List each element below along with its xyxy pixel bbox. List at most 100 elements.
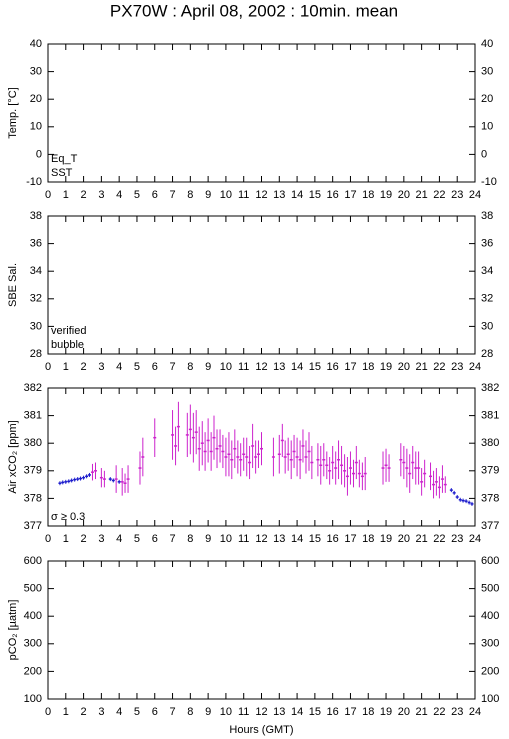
x-tick-label: 11	[238, 706, 249, 718]
x-tick-label: 17	[344, 533, 356, 545]
y-tick-label: 36	[481, 238, 493, 250]
x-tick-label: 5	[134, 361, 140, 373]
y-tick-label: 10	[481, 121, 493, 133]
x-tick-label: 8	[187, 361, 193, 373]
x-tick-label: 22	[433, 706, 445, 718]
x-tick-label: 13	[273, 189, 285, 201]
x-tick-label: 23	[451, 361, 463, 373]
x-tick-label: 22	[433, 533, 445, 545]
x-tick-label: 18	[362, 189, 374, 201]
y-tick-label: 379	[24, 465, 42, 477]
x-tick-label: 0	[45, 706, 51, 718]
y-tick-label: 20	[30, 93, 42, 105]
y-tick-label: 378	[24, 492, 42, 504]
x-tick-label: 7	[169, 189, 175, 201]
x-tick-label: 3	[98, 706, 104, 718]
y-tick-label: 400	[481, 610, 499, 622]
x-tick-label: 24	[469, 189, 481, 201]
x-tick-label: 12	[255, 533, 267, 545]
y-tick-label: 40	[30, 38, 42, 50]
x-tick-label: 9	[205, 189, 211, 201]
x-tick-label: 1	[63, 361, 69, 373]
y-tick-label: 34	[481, 265, 493, 277]
x-tick-label: 1	[63, 706, 69, 718]
x-tick-label: 23	[451, 706, 463, 718]
x-tick-label: 14	[291, 706, 303, 718]
x-tick-label: 20	[398, 706, 410, 718]
x-tick-label: 11	[238, 533, 249, 545]
y-tick-label: 30	[30, 320, 42, 332]
x-tick-label: 4	[116, 189, 122, 201]
y-tick-label: 28	[30, 348, 42, 360]
x-tick-label: 24	[469, 361, 481, 373]
x-tick-label: 0	[45, 189, 51, 201]
y-tick-label: 600	[24, 555, 42, 567]
legend-label: bubble	[51, 339, 84, 351]
x-tick-label: 21	[416, 533, 428, 545]
x-tick-label: 15	[309, 361, 321, 373]
x-tick-label: 5	[134, 189, 140, 201]
y-tick-label: -10	[481, 176, 497, 188]
legend-label: σ ≥ 0.3	[51, 511, 85, 523]
x-tick-label: 18	[362, 706, 374, 718]
y-tick-label: 500	[24, 583, 42, 595]
x-tick-label: 16	[327, 189, 339, 201]
y-tick-label: 500	[481, 583, 499, 595]
legend-label: verified	[51, 325, 86, 337]
y-tick-label: 28	[481, 348, 493, 360]
x-tick-label: 20	[398, 189, 410, 201]
y-tick-label: 32	[481, 293, 493, 305]
x-tick-label: 20	[398, 361, 410, 373]
x-tick-label: 7	[169, 533, 175, 545]
x-tick-label: 13	[273, 706, 285, 718]
y-tick-label: 382	[24, 382, 42, 394]
legend-label: Eq_T	[51, 153, 78, 165]
x-tick-label: 10	[220, 361, 232, 373]
x-tick-label: 4	[116, 533, 122, 545]
x-tick-label: 23	[451, 189, 463, 201]
x-axis-label: Hours (GMT)	[229, 724, 293, 736]
x-tick-label: 11	[238, 189, 249, 201]
y-tick-label: 377	[481, 520, 499, 532]
x-tick-label: 22	[433, 361, 445, 373]
y-tick-label: 38	[481, 210, 493, 222]
y-tick-label: 200	[24, 665, 42, 677]
x-tick-label: 5	[134, 533, 140, 545]
x-tick-label: 12	[255, 189, 267, 201]
x-tick-label: 1	[63, 189, 69, 201]
y-tick-label: 600	[481, 555, 499, 567]
y-tick-label: 100	[481, 693, 499, 705]
x-tick-label: 13	[273, 533, 285, 545]
x-tick-label: 5	[134, 706, 140, 718]
x-tick-label: 12	[255, 706, 267, 718]
x-tick-label: 15	[309, 533, 321, 545]
y-tick-label: 380	[24, 437, 42, 449]
y-tick-label: 381	[24, 410, 42, 422]
x-tick-label: 3	[98, 533, 104, 545]
y-tick-label: 200	[481, 665, 499, 677]
x-tick-label: 15	[309, 706, 321, 718]
chart-title: PX70W : April 08, 2002 : 10min. mean	[110, 1, 398, 20]
y-tick-label: 380	[481, 437, 499, 449]
x-tick-label: 21	[416, 361, 428, 373]
x-tick-label: 1	[63, 533, 69, 545]
x-tick-label: 9	[205, 361, 211, 373]
y-tick-label: 36	[30, 238, 42, 250]
y-tick-label: -10	[26, 176, 42, 188]
x-tick-label: 0	[45, 361, 51, 373]
y-tick-label: 0	[36, 148, 42, 160]
y-tick-label: 377	[24, 520, 42, 532]
x-tick-label: 7	[169, 706, 175, 718]
y-tick-label: 400	[24, 610, 42, 622]
x-tick-label: 16	[327, 533, 339, 545]
x-tick-label: 9	[205, 533, 211, 545]
x-tick-label: 4	[116, 706, 122, 718]
x-tick-label: 19	[380, 189, 392, 201]
x-tick-label: 9	[205, 706, 211, 718]
legend-label: SST	[51, 167, 73, 179]
x-tick-label: 2	[81, 189, 87, 201]
x-tick-label: 20	[398, 533, 410, 545]
y-tick-label: 40	[481, 38, 493, 50]
y-tick-label: 32	[30, 293, 42, 305]
